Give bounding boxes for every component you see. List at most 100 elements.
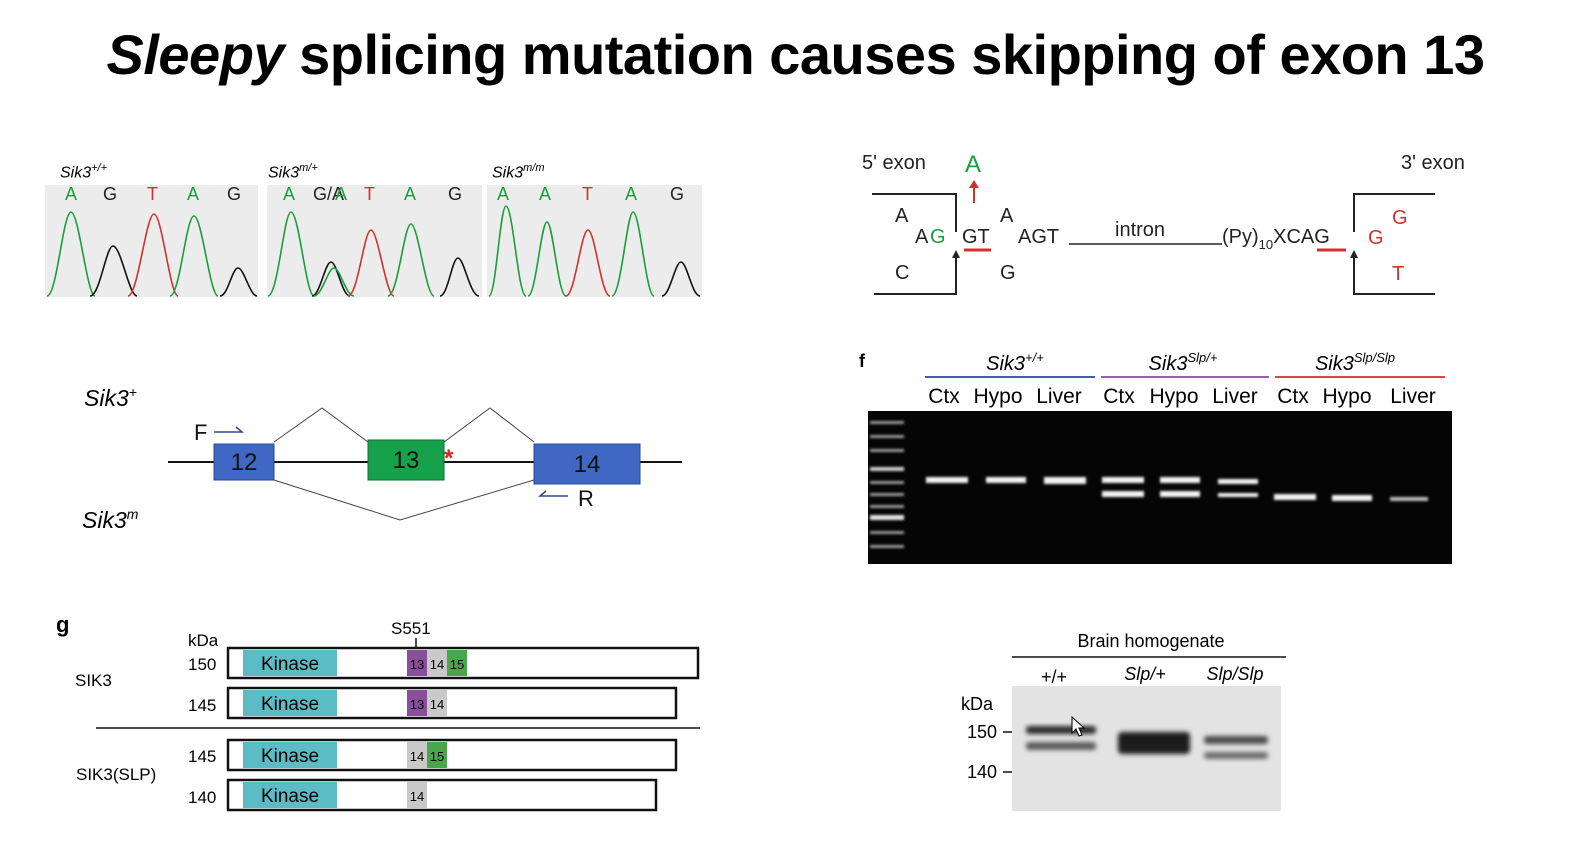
row2-exon13 xyxy=(407,690,427,716)
base-het-3: A xyxy=(335,184,347,204)
row3-kinase-domain xyxy=(243,742,337,768)
exon-13-box xyxy=(367,439,445,481)
gel-lane-1: Ctx xyxy=(928,385,960,408)
exon-12-label: 12 xyxy=(231,449,258,476)
wb-band-hom-145 xyxy=(1204,736,1268,744)
splice-site-diagram: 5' exon 3' exon A A A G C GT A AGT G int… xyxy=(862,151,1465,295)
cons-right-top: G xyxy=(1392,207,1408,229)
base-wt-1: A xyxy=(65,184,77,204)
base-hom-4: A xyxy=(625,184,637,204)
exon-14-box xyxy=(533,443,641,485)
five-prime-exon-label: 5' exon xyxy=(862,152,926,174)
primer-r-arrow xyxy=(537,490,568,497)
wb-band-hom-140 xyxy=(1204,752,1268,759)
gel-band-het-liver-lower xyxy=(1218,493,1258,497)
gel-band-wt-hypo xyxy=(986,477,1026,483)
exon-12-box xyxy=(213,443,275,481)
row3-kinase-label: Kinase xyxy=(261,746,319,767)
marker-150: 150 xyxy=(967,722,997,742)
marker-140: 140 xyxy=(967,762,997,782)
protein-panel-mark: g xyxy=(56,612,69,637)
western-lane-2: Slp/+ xyxy=(1124,664,1166,684)
title-italic: Sleepy xyxy=(106,23,285,86)
mutant-base: A xyxy=(965,151,981,178)
row1-exon13 xyxy=(407,650,427,676)
row3-exon14 xyxy=(407,742,427,768)
gel-group-2-label: Sik3Slp/+ xyxy=(1149,350,1218,375)
base-hom-5: G xyxy=(670,184,684,204)
base-wt-4: A xyxy=(187,184,199,204)
intron-label: intron xyxy=(1115,219,1165,241)
sik3-group-label: SIK3 xyxy=(75,671,112,690)
western-markers: kDa 150 140 xyxy=(961,694,1013,782)
exon-skipping-diagram: Sik3+ Sik3m 12 13 14 * F R xyxy=(82,384,682,533)
base-wt-3: T xyxy=(147,184,158,204)
gel-lane-6: Liver xyxy=(1212,385,1258,408)
title-rest: splicing mutation causes skipping of exo… xyxy=(299,23,1485,86)
row3-exon15-label: 15 xyxy=(430,749,444,764)
western-lane-3: Slp/Slp xyxy=(1206,664,1263,684)
cons-left-g: G xyxy=(930,226,946,248)
row1-exon15 xyxy=(447,650,467,676)
gel-lane-5: Hypo xyxy=(1149,385,1198,408)
sik3-slp-group-label: SIK3(SLP) xyxy=(76,765,156,784)
exon-14-label: 14 xyxy=(574,451,601,478)
cons-left-a: A xyxy=(915,226,929,248)
gel-lane-2: Hypo xyxy=(973,385,1022,408)
row2-kinase-domain xyxy=(243,690,337,716)
chromatogram-traces: A G T A G A G/A A T A G A A T A G xyxy=(46,184,701,297)
gel-band-het-hypo-lower xyxy=(1160,491,1200,497)
row4-protein-bar xyxy=(226,778,658,812)
exon-13-label: 13 xyxy=(393,447,420,474)
wb-band-het-145 xyxy=(1118,732,1190,754)
gel-band-hom-ctx xyxy=(1274,494,1316,500)
row3-kda: 145 xyxy=(188,747,216,766)
base-het-5: A xyxy=(404,184,416,204)
row1-kda: 150 xyxy=(188,655,216,674)
gel-band-het-hypo-upper xyxy=(1160,477,1200,483)
base-wt-5: G xyxy=(227,184,241,204)
exon-bracket-bottom xyxy=(874,254,957,295)
protein-kda-label: kDa xyxy=(188,631,219,650)
gel-lane-4: Ctx xyxy=(1103,385,1135,408)
mutation-star: * xyxy=(444,445,454,472)
cons-gt-bottom: G xyxy=(1000,262,1016,284)
row1-exon13-label: 13 xyxy=(410,657,424,672)
gel-band-het-ctx-upper xyxy=(1102,477,1144,483)
base-hom-1: A xyxy=(497,184,509,204)
chromatogram-label-hom: Sik3m/m xyxy=(492,162,545,182)
base-het-1: A xyxy=(283,184,295,204)
cons-right-bottom: T xyxy=(1392,263,1404,285)
row1-protein-bar xyxy=(226,646,700,680)
cons-gt-top: A xyxy=(1000,205,1014,227)
primer-r-label: R xyxy=(578,486,594,511)
gel-band-wt-liver xyxy=(1044,477,1086,484)
row4-kinase-label: Kinase xyxy=(261,786,319,807)
mutation-arrowhead xyxy=(969,180,979,188)
polypyrimidine-label: (Py)10XCAG xyxy=(1222,226,1330,252)
western-blot-image xyxy=(1012,686,1281,811)
splice-junction-mut xyxy=(273,479,535,521)
row2-exon13-label: 13 xyxy=(410,697,424,712)
row3-protein-bar xyxy=(226,738,678,772)
gel-lane-9: Liver xyxy=(1390,385,1436,408)
row4-exon14 xyxy=(407,782,427,808)
splice-junction-wt-2 xyxy=(443,407,535,443)
base-het-2: G/A xyxy=(313,184,344,204)
splice-arrow-right xyxy=(1350,250,1358,258)
row2-exon14 xyxy=(427,690,447,716)
gel-panel-mark: f xyxy=(859,351,866,371)
primer-f-arrow xyxy=(214,426,245,433)
gel-band-hom-hypo xyxy=(1332,495,1372,501)
row4-exon14-label: 14 xyxy=(410,789,424,804)
exon-bracket-top xyxy=(872,193,957,232)
gel-lane-3: Liver xyxy=(1036,385,1082,408)
chromatogram-label-wt: Sik3+/+ xyxy=(60,162,108,182)
wt-allele-label: Sik3+ xyxy=(84,384,137,411)
row3-exon14-label: 14 xyxy=(410,749,424,764)
wb-band-wt-145 xyxy=(1026,742,1096,750)
cons-gt: GT xyxy=(962,226,990,248)
gel-band-het-ctx-lower xyxy=(1102,491,1144,497)
gel-band-wt-ctx xyxy=(926,477,968,483)
gel-band-het-liver-upper xyxy=(1218,479,1258,484)
